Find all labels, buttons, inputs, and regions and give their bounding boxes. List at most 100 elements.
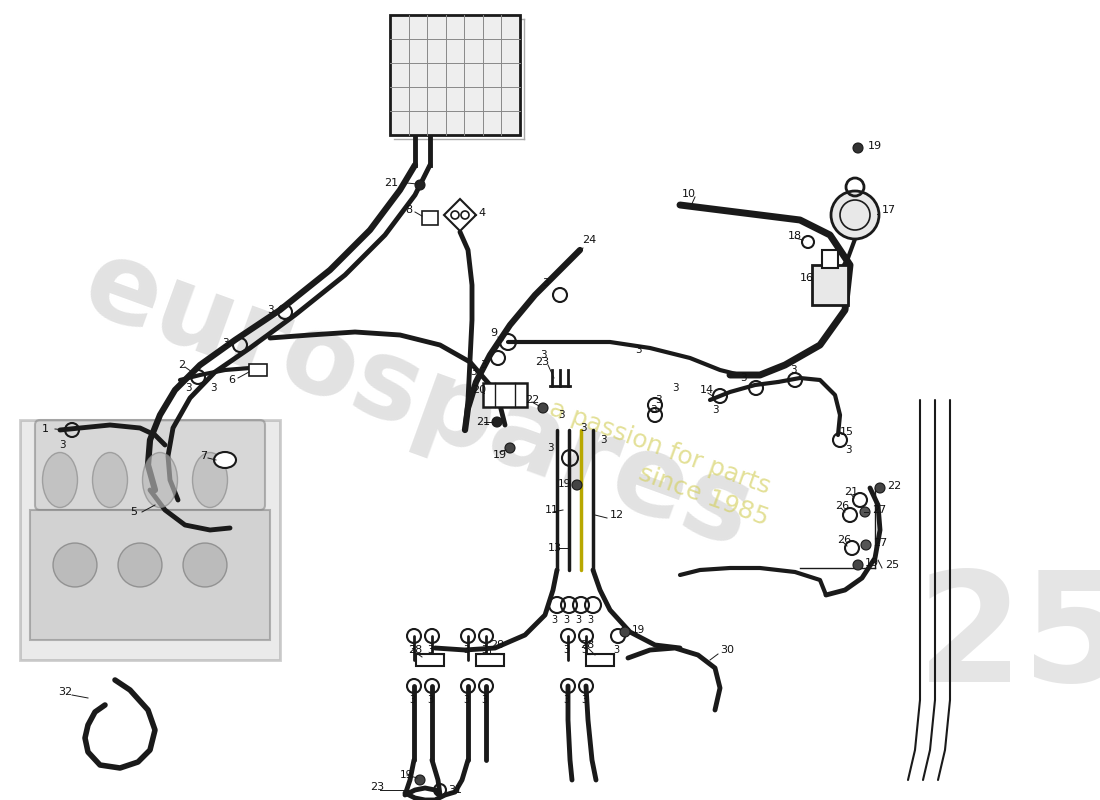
Text: 3: 3 [210, 383, 217, 393]
Text: 3: 3 [580, 423, 586, 433]
Bar [822, 250, 838, 268]
Text: 27: 27 [872, 505, 887, 515]
Text: 2: 2 [178, 360, 185, 370]
Text: 3: 3 [551, 615, 557, 625]
Text: 23: 23 [535, 357, 549, 367]
Text: 21: 21 [476, 417, 491, 427]
Text: 13: 13 [548, 543, 562, 553]
Bar [476, 654, 504, 666]
Text: 19: 19 [868, 141, 882, 151]
Text: 3: 3 [790, 365, 796, 375]
Text: 12: 12 [610, 510, 624, 520]
Circle shape [852, 143, 864, 153]
Text: 3: 3 [481, 645, 487, 655]
Text: 3: 3 [581, 645, 587, 655]
Text: 31: 31 [448, 785, 462, 795]
Text: eurospares: eurospares [69, 230, 767, 570]
Text: 3: 3 [463, 695, 469, 705]
Text: 3: 3 [613, 645, 619, 655]
Text: 3: 3 [712, 405, 718, 415]
Circle shape [861, 540, 871, 550]
Text: 6: 6 [228, 375, 235, 385]
Text: 3: 3 [427, 645, 433, 655]
Text: 14: 14 [700, 385, 714, 395]
Circle shape [415, 180, 425, 190]
Text: 3: 3 [409, 695, 415, 705]
Text: 3: 3 [542, 278, 549, 288]
Bar [416, 654, 444, 666]
Text: 30: 30 [720, 645, 734, 655]
Text: 10: 10 [682, 189, 696, 199]
Text: 19: 19 [400, 770, 414, 780]
Polygon shape [444, 199, 476, 231]
Text: 21: 21 [384, 178, 398, 188]
Text: 3: 3 [563, 615, 569, 625]
Text: 3: 3 [222, 338, 229, 348]
Text: 3: 3 [463, 645, 469, 655]
Text: 3: 3 [654, 395, 661, 405]
Circle shape [492, 417, 502, 427]
Text: 3: 3 [563, 695, 569, 705]
Text: 3: 3 [480, 360, 486, 370]
Text: 3: 3 [558, 410, 564, 420]
Circle shape [572, 480, 582, 490]
Circle shape [415, 775, 425, 785]
Text: 3: 3 [581, 695, 587, 705]
Circle shape [538, 403, 548, 413]
Ellipse shape [143, 453, 177, 507]
Text: 23: 23 [370, 782, 384, 792]
Text: 16: 16 [800, 273, 814, 283]
Text: 32: 32 [58, 687, 73, 697]
Text: 3: 3 [575, 615, 581, 625]
Text: 3: 3 [650, 405, 657, 415]
Text: since 1985: since 1985 [636, 462, 772, 530]
Text: 3: 3 [845, 445, 851, 455]
Circle shape [620, 627, 630, 637]
Text: 3: 3 [59, 440, 66, 450]
Text: 3: 3 [540, 350, 547, 360]
Text: 8: 8 [405, 205, 412, 215]
Text: 11: 11 [544, 505, 559, 515]
Bar [20, 420, 281, 660]
Text: 3: 3 [481, 695, 487, 705]
Text: 26: 26 [837, 535, 851, 545]
Text: 3: 3 [185, 383, 191, 393]
Bar [422, 211, 438, 225]
Circle shape [860, 507, 870, 517]
Text: 28: 28 [408, 645, 422, 655]
FancyBboxPatch shape [35, 420, 265, 510]
Bar [30, 510, 270, 640]
Text: 3: 3 [563, 645, 569, 655]
Circle shape [53, 543, 97, 587]
Text: 3: 3 [635, 345, 641, 355]
Text: 3: 3 [740, 373, 747, 383]
Text: 3: 3 [672, 383, 679, 393]
Ellipse shape [192, 453, 228, 507]
Text: 3: 3 [600, 435, 606, 445]
Text: 4: 4 [478, 208, 485, 218]
Circle shape [852, 560, 864, 570]
Text: 25: 25 [886, 560, 899, 570]
Text: 3: 3 [470, 367, 476, 377]
Circle shape [505, 443, 515, 453]
Text: 22: 22 [887, 481, 901, 491]
Text: 18: 18 [788, 231, 802, 241]
Text: 25: 25 [916, 566, 1100, 714]
Bar [483, 383, 527, 407]
Text: 19: 19 [558, 479, 571, 489]
Text: 15: 15 [840, 427, 854, 437]
Text: 21: 21 [844, 487, 858, 497]
Text: 3: 3 [587, 615, 593, 625]
Text: 5: 5 [130, 507, 138, 517]
Text: 29: 29 [490, 640, 504, 650]
Text: 27: 27 [873, 538, 888, 548]
Text: 19: 19 [865, 558, 879, 568]
Ellipse shape [214, 452, 236, 468]
Text: 22: 22 [525, 395, 539, 405]
Ellipse shape [92, 453, 128, 507]
Text: a passion for parts: a passion for parts [546, 397, 774, 499]
Bar [586, 654, 614, 666]
Text: 24: 24 [582, 235, 596, 245]
Circle shape [118, 543, 162, 587]
Text: 7: 7 [200, 451, 207, 461]
